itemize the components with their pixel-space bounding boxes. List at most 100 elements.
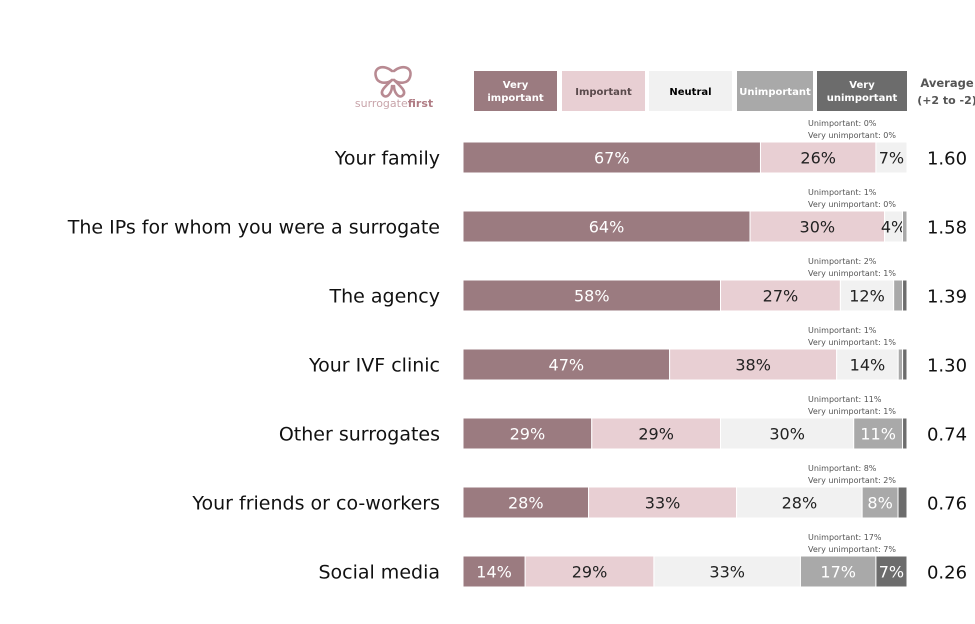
brand-name-part1: surrogate [355, 97, 408, 110]
bar-segment-unimportant [902, 210, 908, 243]
category-label: Your friends or co-workers [191, 493, 440, 515]
bar-segment-neutral [736, 486, 863, 519]
segment-label: 7% [879, 563, 904, 582]
segment-label: 58% [574, 287, 610, 306]
segment-label: 29% [510, 425, 546, 444]
brand-name: surrogatefirst [355, 97, 433, 110]
legend-swatch-3 [737, 71, 813, 111]
average-header-line2: (+2 to -2) [917, 94, 975, 107]
legend-label-2: Neutral [669, 87, 711, 98]
bar-segment-important [588, 486, 738, 519]
bar-segment-neutral [875, 141, 908, 174]
average-value: 1.30 [927, 356, 967, 377]
segment-label: 38% [735, 356, 771, 375]
legend-label-4-line1: Very [849, 80, 875, 91]
chart-rows: Unimportant: 0% Very unimportant: 0% Your … [67, 119, 967, 588]
legend-label-3: Unimportant [739, 87, 811, 98]
legend: Very important Important Neutral Unimportant… [474, 71, 907, 111]
segment-label: 17% [820, 563, 856, 582]
segment-label: 4% [881, 218, 906, 237]
annotation-unimportant: Unimportant: 17% [808, 533, 882, 542]
bar-segment-very-unimportant [902, 279, 908, 312]
segment-label: 30% [800, 218, 836, 237]
bar-segment-very-unimportant [902, 417, 908, 450]
annotation-unimportant: Unimportant: 1% [808, 326, 877, 335]
bar-segment-very-important [462, 486, 590, 519]
segment-label: 8% [867, 494, 892, 513]
segment-label: 29% [638, 425, 674, 444]
category-label: The agency [328, 286, 440, 308]
bar-segment-important [749, 210, 886, 243]
legend-swatch-4 [817, 71, 907, 111]
average-value: 1.60 [927, 149, 967, 170]
segment-label: 14% [476, 563, 512, 582]
average-header-line1: Average [920, 76, 973, 90]
annotation-very-unimportant: Very unimportant: 1% [808, 338, 896, 347]
annotation-unimportant: Unimportant: 1% [808, 188, 877, 197]
average-value: 0.26 [927, 563, 967, 584]
bar-segment-unimportant [897, 348, 904, 381]
segment-label: 28% [782, 494, 818, 513]
annotation-very-unimportant: Very unimportant: 1% [808, 269, 896, 278]
segment-label: 28% [508, 494, 544, 513]
bar-segment-very-important [462, 555, 526, 588]
segment-label: 67% [594, 149, 630, 168]
chart-row: Unimportant: 11% Very unimportant: 1% Othe… [279, 395, 967, 450]
legend-label-0-line2: important [487, 93, 543, 104]
segment-label: 29% [572, 563, 608, 582]
segment-label: 33% [645, 494, 681, 513]
bar-segment-very-unimportant [897, 486, 908, 519]
segment-label: 14% [850, 356, 886, 375]
segment-label: 27% [763, 287, 799, 306]
bar-segment-important [591, 417, 722, 450]
brand-logo: surrogatefirst [355, 65, 433, 110]
segment-label: 12% [849, 287, 885, 306]
annotation-very-unimportant: Very unimportant: 0% [808, 200, 896, 209]
chart-row: Unimportant: 0% Very unimportant: 0% Your … [334, 119, 967, 174]
bar-segment-very-important [462, 210, 751, 243]
segment-label: 11% [860, 425, 896, 444]
average-value: 0.76 [927, 494, 967, 515]
legend-label-4-line2: unimportant [827, 93, 898, 104]
chart-row: Unimportant: 17% Very unimportant: 7% Soci… [318, 533, 967, 588]
bar-segment-unimportant [861, 486, 899, 519]
bar-segment-neutral [836, 348, 899, 381]
bar-segment-important [759, 141, 877, 174]
annotation-very-unimportant: Very unimportant: 0% [808, 131, 896, 140]
chart-row: Unimportant: 1% Very unimportant: 1% Your … [308, 326, 967, 381]
annotation-very-unimportant: Very unimportant: 1% [808, 407, 896, 416]
segment-label: 26% [800, 149, 836, 168]
annotation-unimportant: Unimportant: 8% [808, 464, 877, 473]
bar-segment-very-important [462, 348, 671, 381]
bar-segment-neutral [653, 555, 801, 588]
bar-segment-important [720, 279, 841, 312]
bar-segment-unimportant [799, 555, 877, 588]
average-value: 1.58 [927, 218, 967, 239]
category-label: Social media [318, 562, 440, 584]
bar-segment-unimportant [893, 279, 904, 312]
annotation-unimportant: Unimportant: 11% [808, 395, 882, 404]
bar-segment-neutral [720, 417, 855, 450]
brand-name-part2: first [408, 97, 433, 110]
category-label: Other surrogates [279, 424, 440, 446]
annotation-very-unimportant: Very unimportant: 2% [808, 476, 896, 485]
category-label: The IPs for whom you were a surrogate [67, 217, 440, 239]
segment-label: 64% [589, 218, 625, 237]
segment-label: 7% [879, 149, 904, 168]
chart-row: Unimportant: 1% Very unimportant: 0% The I… [67, 188, 967, 243]
average-value: 1.39 [927, 287, 967, 308]
category-label: Your family [334, 148, 440, 170]
category-label: Your IVF clinic [308, 355, 440, 377]
average-value: 0.74 [927, 425, 967, 446]
bar-segment-important [524, 555, 655, 588]
segment-label: 47% [549, 356, 585, 375]
legend-label-1: Important [575, 87, 632, 98]
annotation-unimportant: Unimportant: 0% [808, 119, 877, 128]
segment-label: 33% [709, 563, 745, 582]
legend-swatch-0 [474, 71, 557, 111]
legend-swatch-2 [649, 71, 732, 111]
bar-segment-very-unimportant [902, 348, 908, 381]
annotation-very-unimportant: Very unimportant: 7% [808, 545, 896, 554]
butterfly-logo-icon [374, 65, 412, 98]
